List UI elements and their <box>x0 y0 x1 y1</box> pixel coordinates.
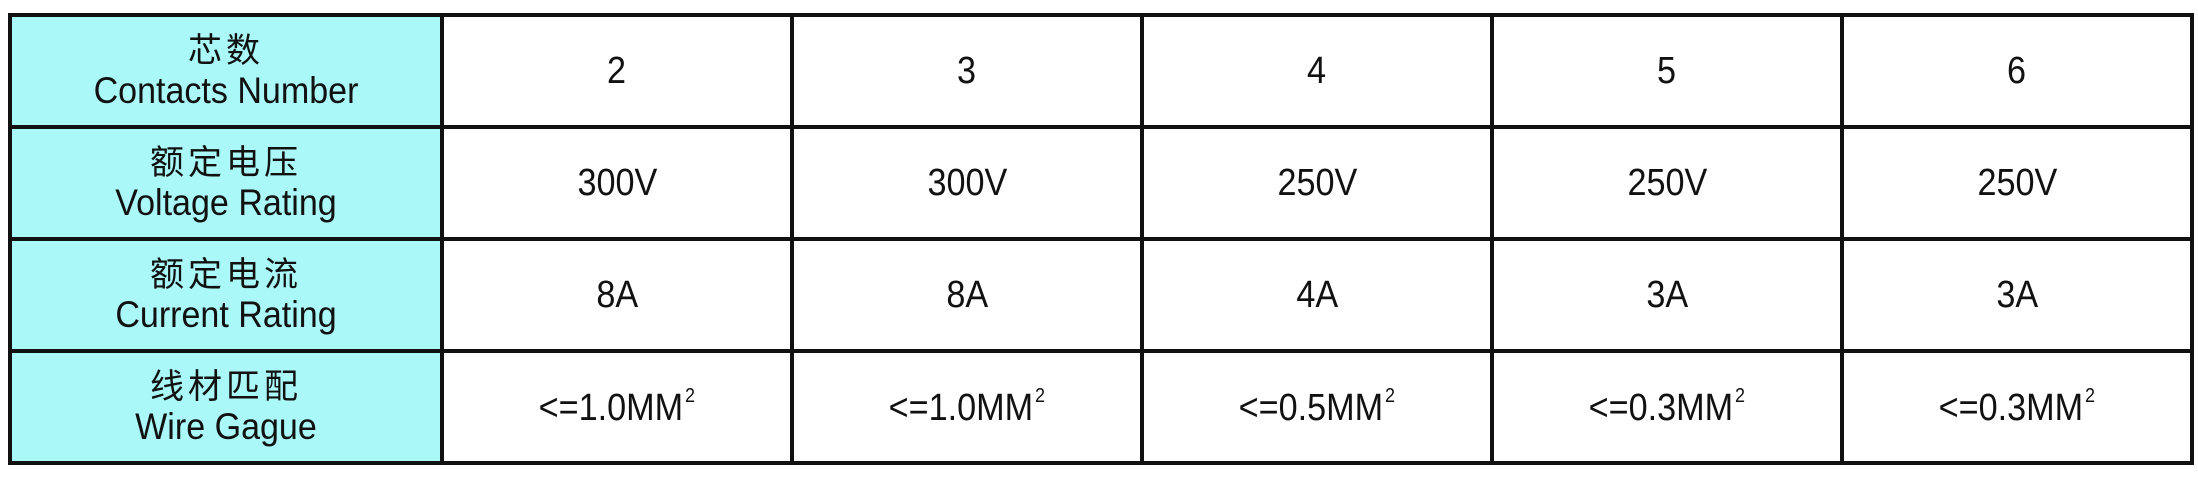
cell-value: 5 <box>1657 49 1677 92</box>
row-header: 额定电压 Voltage Rating <box>8 125 444 241</box>
cell-value: 300V <box>927 161 1007 204</box>
table-cell: 300V <box>440 125 794 241</box>
unit-superscript: 2 <box>2085 384 2096 407</box>
table-cell: 4 <box>1140 13 1494 129</box>
table-cell: 2 <box>440 13 794 129</box>
cell-value: 2 <box>607 49 627 92</box>
cell-value: 4 <box>1307 49 1327 92</box>
table-cell: <=0.5MM2 <box>1140 349 1494 465</box>
table-cell: 250V <box>1140 125 1494 241</box>
cell-value: 250V <box>1977 161 2057 204</box>
table-cell: 300V <box>790 125 1144 241</box>
spec-table: 芯数 Contacts Number 2 3 4 5 6 额定电压 Voltage Rating… <box>8 13 2194 465</box>
table-cell: 5 <box>1490 13 1844 129</box>
cell-value: <=1.0MM2 <box>888 384 1046 429</box>
table-cell: 8A <box>440 237 794 353</box>
table-row: 芯数 Contacts Number 2 3 4 5 6 <box>8 13 2194 129</box>
unit-superscript: 2 <box>1385 384 1396 407</box>
row-label-en: Contacts Number <box>93 70 359 111</box>
cell-value: 250V <box>1627 161 1707 204</box>
row-label-zh: 线材匹配 <box>150 368 302 406</box>
table-cell: <=0.3MM2 <box>1490 349 1844 465</box>
table-cell: 250V <box>1490 125 1844 241</box>
cell-value: <=0.5MM2 <box>1238 384 1396 429</box>
table-cell: 3A <box>1490 237 1844 353</box>
unit-superscript: 2 <box>1735 384 1746 407</box>
row-header: 额定电流 Current Rating <box>8 237 444 353</box>
cell-value: 3 <box>957 49 977 92</box>
table-cell: 4A <box>1140 237 1494 353</box>
row-label-zh: 芯数 <box>188 32 264 70</box>
table-cell: 3 <box>790 13 1144 129</box>
table-cell: 6 <box>1840 13 2194 129</box>
table-row: 额定电流 Current Rating 8A 8A 4A 3A 3A <box>8 237 2194 353</box>
row-header: 线材匹配 Wire Gague <box>8 349 444 465</box>
cell-value: 3A <box>1646 273 1688 316</box>
table-row: 线材匹配 Wire Gague <=1.0MM2 <=1.0MM2 <=0.5MM2 <=… <box>8 349 2194 465</box>
table-cell: <=1.0MM2 <box>790 349 1144 465</box>
table-row: 额定电压 Voltage Rating 300V 300V 250V 250V 250V <box>8 125 2194 241</box>
table-cell: <=1.0MM2 <box>440 349 794 465</box>
table-cell: <=0.3MM2 <box>1840 349 2194 465</box>
unit-superscript: 2 <box>685 384 696 407</box>
row-header: 芯数 Contacts Number <box>8 13 444 129</box>
cell-value: 6 <box>2007 49 2027 92</box>
cell-value: <=0.3MM2 <box>1588 384 1746 429</box>
cell-value: 8A <box>596 273 638 316</box>
table-cell: 3A <box>1840 237 2194 353</box>
cell-value: 4A <box>1296 273 1338 316</box>
row-label-en: Wire Gague <box>135 406 317 447</box>
row-label-en: Voltage Rating <box>115 182 337 223</box>
table-cell: 250V <box>1840 125 2194 241</box>
table-cell: 8A <box>790 237 1144 353</box>
unit-superscript: 2 <box>1035 384 1046 407</box>
cell-value: 300V <box>577 161 657 204</box>
row-label-en: Current Rating <box>115 294 337 335</box>
row-label-zh: 额定电压 <box>150 144 302 182</box>
row-label-zh: 额定电流 <box>150 256 302 294</box>
cell-value: <=1.0MM2 <box>538 384 696 429</box>
cell-value: 250V <box>1277 161 1357 204</box>
cell-value: <=0.3MM2 <box>1938 384 2096 429</box>
cell-value: 8A <box>946 273 988 316</box>
cell-value: 3A <box>1996 273 2038 316</box>
